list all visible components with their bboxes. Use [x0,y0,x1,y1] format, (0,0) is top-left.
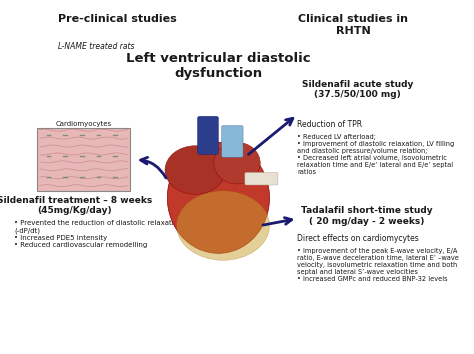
Text: Tadalafil short-time study
( 20 mg/day - 2 weeks): Tadalafil short-time study ( 20 mg/day -… [301,206,433,226]
Text: Pre-clinical studies: Pre-clinical studies [58,14,177,24]
Text: Sildenafil treatment – 8 weeks
(45mg/Kg/day): Sildenafil treatment – 8 weeks (45mg/Kg/… [0,196,152,216]
Ellipse shape [167,142,270,253]
Text: Direct effects on cardiomycytes: Direct effects on cardiomycytes [297,234,419,243]
Text: • Improvement of the peak E-wave velocity, E/A
ratio, E-wave deceleration time, : • Improvement of the peak E-wave velocit… [297,248,459,282]
Text: • Reduced LV afterload;
• Improvement of diastolic relaxation, LV filling
and di: • Reduced LV afterload; • Improvement of… [297,134,455,175]
Text: Left ventricular diastolic
dysfunction: Left ventricular diastolic dysfunction [126,52,311,80]
FancyBboxPatch shape [37,129,130,191]
FancyBboxPatch shape [245,172,278,185]
Text: Clinical studies in
RHTN: Clinical studies in RHTN [298,14,408,35]
Text: • Prevented the reduction of diastolic relaxation
(-dP/dt)
• Increased PDE5 inte: • Prevented the reduction of diastolic r… [14,220,182,248]
Ellipse shape [165,146,226,194]
FancyBboxPatch shape [222,126,243,157]
FancyBboxPatch shape [198,116,219,154]
Text: L-NAME treated rats: L-NAME treated rats [58,42,135,51]
Ellipse shape [214,142,260,184]
Text: Sildenafil acute study
(37.5/50/100 mg): Sildenafil acute study (37.5/50/100 mg) [302,80,413,99]
Ellipse shape [177,191,270,260]
Text: Reduction of TPR: Reduction of TPR [297,120,363,129]
Text: Cardiomyocytes: Cardiomyocytes [55,121,112,127]
